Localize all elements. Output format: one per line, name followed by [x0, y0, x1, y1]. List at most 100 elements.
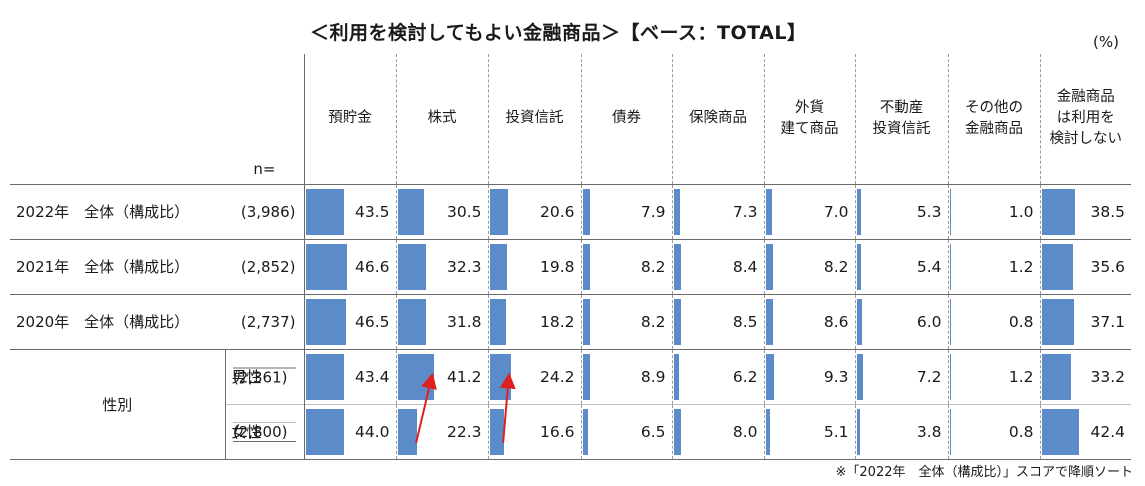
data-cell: 1.0 [947, 183, 1040, 239]
data-cell: 0.8 [947, 293, 1040, 349]
bar [949, 243, 951, 290]
col-header-line: 金融商品 [1056, 89, 1115, 106]
bar [856, 408, 860, 455]
value-label: 7.9 [640, 202, 666, 221]
bar [856, 298, 862, 345]
bar [582, 408, 589, 455]
col-header-line: は利用を [1056, 110, 1115, 127]
data-cell: 42.4 [1039, 403, 1131, 460]
table-row: 2021年 全体（構成比） (2,852) 46.6 32.3 19.8 8.2 8.4… [10, 238, 1131, 294]
table-row: 2020年 全体（構成比） (2,737) 46.5 31.8 18.2 8.2 8.5… [10, 293, 1131, 349]
data-cell: 22.3 [395, 403, 488, 460]
bar [582, 243, 590, 290]
bar [673, 298, 681, 345]
table-row: 女性 (2,800) 44.0 22.3 16.6 6.5 8.0 5.1 3.8 0.8 42… [10, 403, 1131, 460]
value-label: 8.2 [640, 312, 666, 331]
col-header-line: 投資信託 [505, 110, 564, 127]
value-label: 5.4 [916, 257, 942, 276]
row-n: (3,986) [225, 183, 304, 239]
col-header: 預貯金 [303, 54, 396, 184]
bar [1041, 188, 1076, 235]
value-label: 38.5 [1090, 202, 1125, 221]
bar [673, 188, 680, 235]
value-label: 6.5 [640, 422, 666, 441]
bar [305, 298, 347, 345]
row-label-text: 女性 [231, 423, 262, 441]
bar [949, 188, 951, 235]
group-label: 性別 [10, 348, 226, 460]
value-label: 5.3 [916, 202, 942, 221]
bar [489, 408, 505, 455]
data-cell: 8.2 [580, 238, 672, 294]
bar [1041, 353, 1071, 400]
bar [765, 188, 772, 235]
value-label: 18.2 [539, 312, 575, 331]
data-cell: 5.4 [854, 238, 948, 294]
data-cell: 46.5 [303, 293, 396, 349]
row-label-text: 男性 [231, 368, 262, 386]
value-label: 8.9 [640, 367, 666, 386]
col-header-line: 不動産 [879, 99, 924, 116]
data-cell: 20.6 [487, 183, 581, 239]
row-n: (2,361) [232, 367, 296, 386]
value-label: 46.5 [354, 312, 390, 331]
data-cell: 31.8 [395, 293, 488, 349]
data-cell: 37.1 [1039, 293, 1131, 349]
bar [397, 353, 434, 400]
value-label: 43.4 [354, 367, 390, 386]
data-cell: 46.6 [303, 238, 396, 294]
col-header-line: 建て商品 [780, 120, 839, 137]
bar [582, 298, 590, 345]
col-header-line: 投資信託 [872, 120, 931, 137]
bar [673, 408, 681, 455]
bar [305, 188, 344, 235]
data-cell: 6.2 [671, 348, 764, 404]
n-header: n= [253, 159, 276, 178]
value-label: 20.6 [539, 202, 575, 221]
bar [765, 408, 770, 455]
bar [305, 408, 345, 455]
data-cell: 5.1 [763, 403, 855, 460]
value-label: 1.2 [1008, 257, 1034, 276]
data-cell: 41.2 [395, 348, 488, 404]
bar [856, 353, 863, 400]
value-label: 8.6 [823, 312, 849, 331]
value-label: 30.5 [446, 202, 482, 221]
col-header-line: 株式 [427, 110, 457, 127]
col-header-line: 金融商品 [965, 120, 1023, 137]
bar [397, 408, 418, 455]
col-header: 投資信託 [487, 54, 581, 184]
row-label: 2020年 全体（構成比） [10, 293, 225, 349]
data-cell: 35.6 [1039, 238, 1131, 294]
col-header-line: 預貯金 [328, 110, 372, 127]
bar [489, 353, 511, 400]
value-label: 37.1 [1090, 312, 1125, 331]
bar [856, 243, 862, 290]
value-label: 22.3 [446, 422, 482, 441]
data-cell: 38.5 [1039, 183, 1131, 239]
bar [489, 243, 507, 290]
data-cell: 32.3 [395, 238, 488, 294]
data-cell: 1.2 [947, 238, 1040, 294]
row-label: 2022年 全体（構成比） [10, 183, 225, 239]
data-cell: 7.3 [671, 183, 764, 239]
value-label: 31.8 [446, 312, 482, 331]
data-cell: 7.9 [580, 183, 672, 239]
bar [397, 298, 426, 345]
value-label: 32.3 [446, 257, 482, 276]
data-cell: 6.5 [580, 403, 672, 460]
bar [489, 188, 508, 235]
value-label: 8.5 [732, 312, 758, 331]
col-header-line: 保険商品 [689, 110, 747, 127]
value-label: 43.5 [354, 202, 390, 221]
data-cell: 5.3 [854, 183, 948, 239]
data-table: n= 預貯金 株式 投資信託 債券 保険商品 外貨 建て商品 不動産 投資信託 その… [10, 54, 1131, 460]
bar [765, 353, 774, 400]
value-label: 41.2 [446, 367, 482, 386]
data-cell: 8.6 [763, 293, 855, 349]
row-n: (2,737) [225, 293, 304, 349]
value-label: 8.0 [732, 422, 758, 441]
row-label: 男性 (2,361) [225, 348, 304, 404]
col-header: 債券 [580, 54, 672, 184]
col-header: その他の 金融商品 [947, 54, 1040, 184]
